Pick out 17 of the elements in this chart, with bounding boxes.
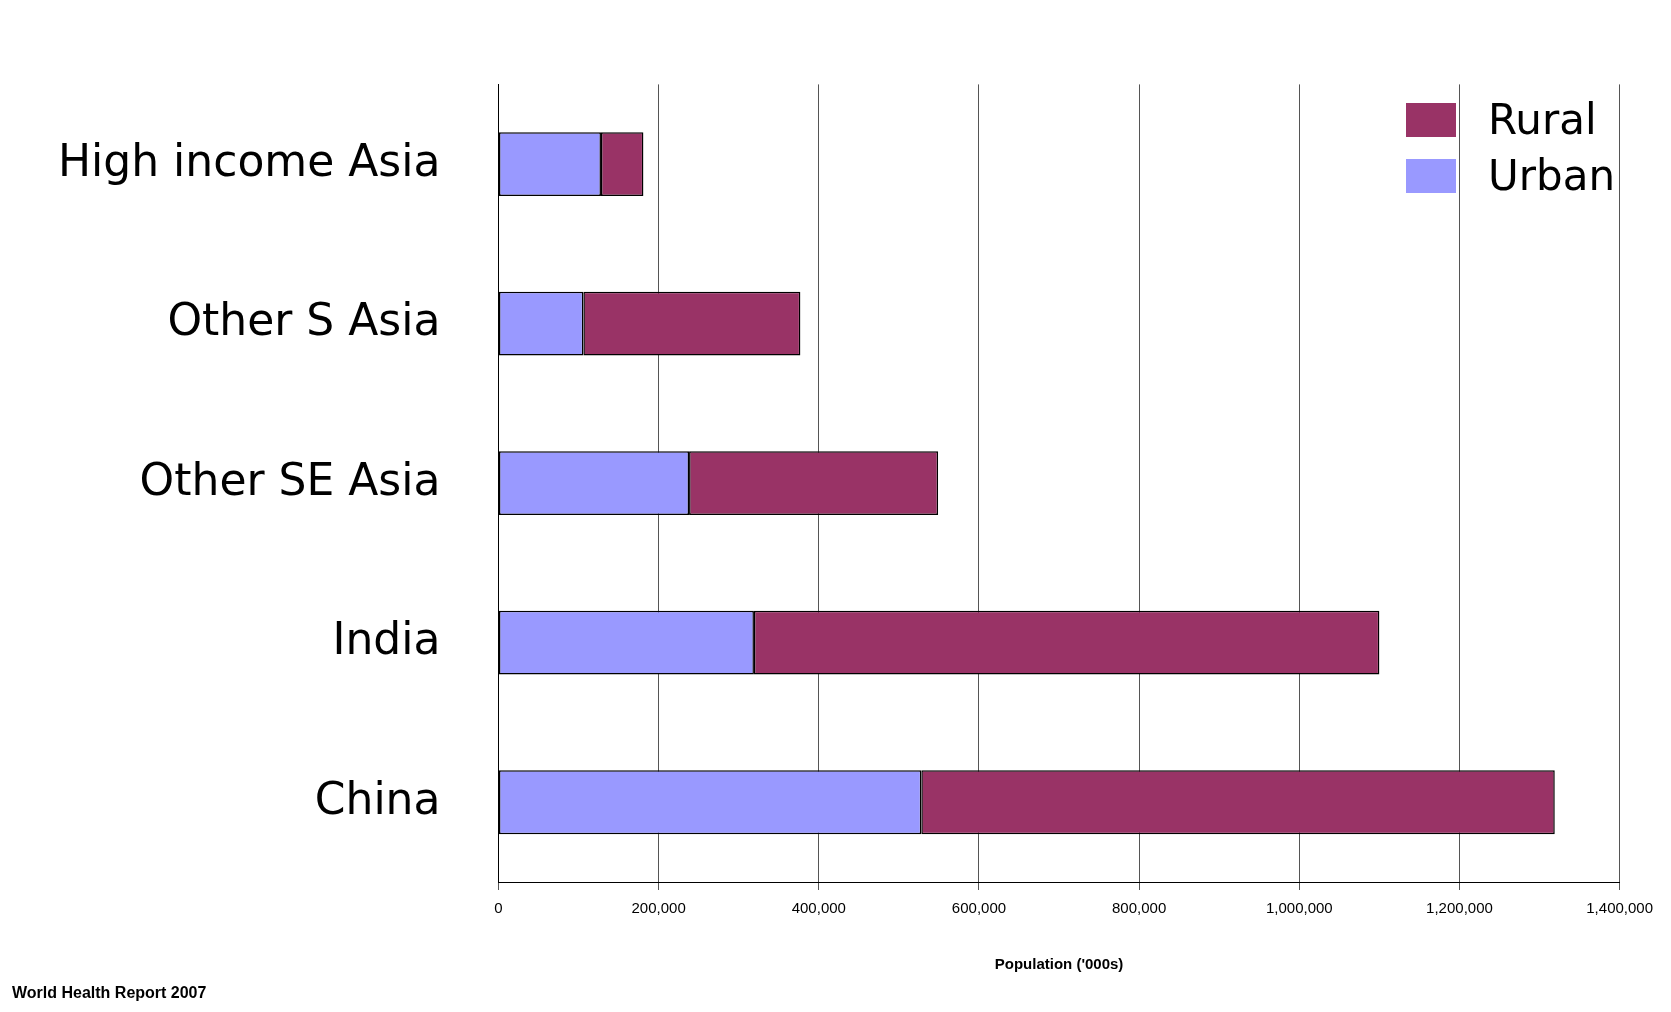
x-tick-label: 600,000 xyxy=(951,899,1007,917)
x-axis-title: Population ('000s) xyxy=(994,955,1124,973)
legend-label: Rural xyxy=(1487,94,1597,146)
x-tick-label: 1,200,000 xyxy=(1426,899,1493,917)
legend-label: Urban xyxy=(1487,150,1615,202)
x-tick-label: 0 xyxy=(494,899,503,917)
x-tick-label: 200,000 xyxy=(631,899,686,917)
x-tick-label: 800,000 xyxy=(1112,899,1167,917)
y-tick-label: India xyxy=(332,613,441,665)
y-tick-label: Other S Asia xyxy=(167,294,441,346)
y-tick-label: High income Asia xyxy=(58,134,441,186)
x-tick-label: 1,000,000 xyxy=(1265,899,1333,917)
x-tick-label: 1,400,000 xyxy=(1586,899,1653,917)
y-tick-label: Other SE Asia xyxy=(139,453,441,505)
text: World Health Report 2007 xyxy=(12,984,207,1002)
y-tick-label: China xyxy=(314,772,441,824)
x-tick-label: 400,000 xyxy=(791,899,846,917)
